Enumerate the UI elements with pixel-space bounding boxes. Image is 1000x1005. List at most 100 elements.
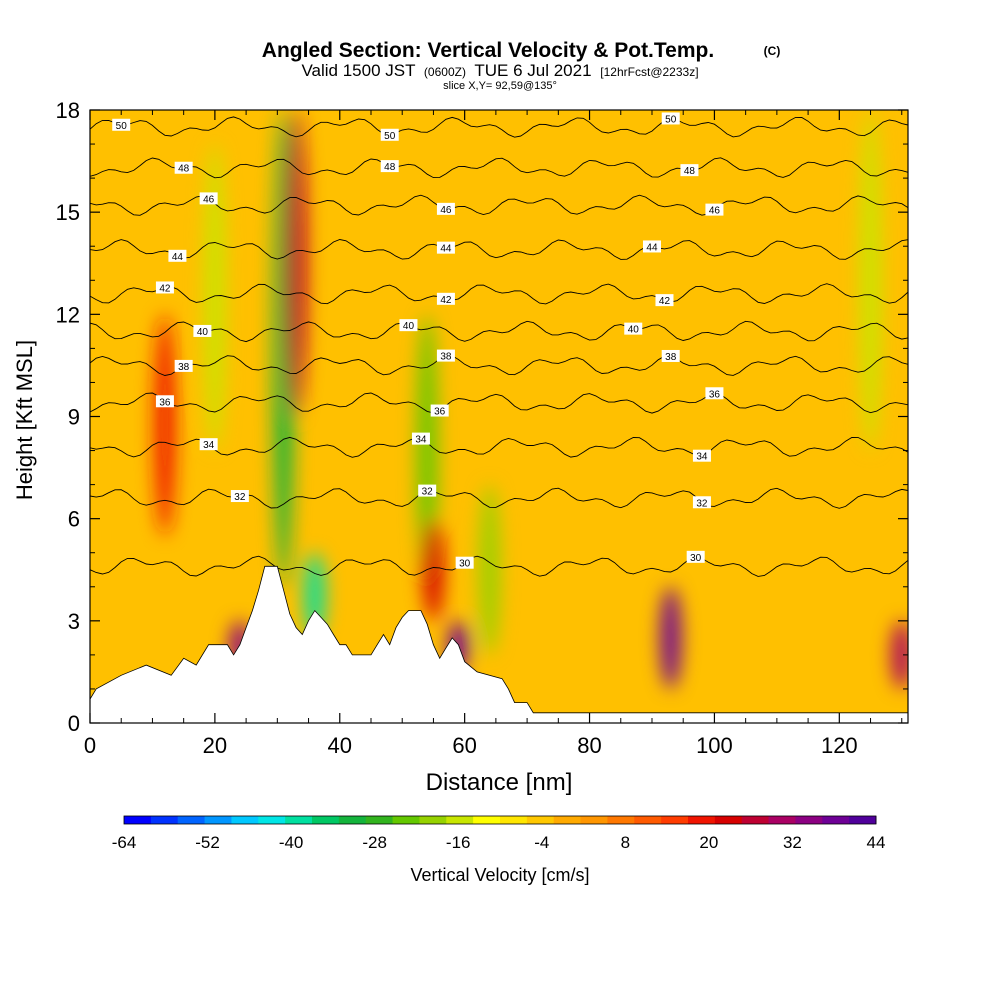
colorbar-tick-label: 20 [699,833,718,852]
contour-label-36: 36 [159,397,171,408]
colorbar-tick-label: -64 [112,833,137,852]
subtitle-forecast: [12hrFcst@2233z] [600,65,698,79]
contour-label-bg [692,496,711,509]
contour-label-38: 38 [665,352,677,363]
contour-label-34: 34 [696,452,708,463]
contour-label-50: 50 [665,114,677,125]
colorbar-swatch [500,816,528,824]
contour-line-34 [90,436,908,458]
colorbar-swatch [553,816,582,824]
contour-label-bg [399,319,418,332]
contour-label-bg [168,249,187,262]
velocity-feature-4 [285,110,308,417]
x-tick-label: 60 [452,733,476,758]
colorbar-frame [123,815,877,825]
x-tick-label: 40 [328,733,352,758]
velocity-feature-10 [659,586,682,689]
contour-label-bg [436,202,455,215]
contour-label-bg [661,349,680,362]
contour-label-46: 46 [709,206,721,217]
contour-labels: 30 30 32 32 32 34 34 34 36 36 36 38 38 38 40 40 40 42 42 42… [112,112,724,570]
y-tick-label: 3 [68,609,80,634]
contour-label-30: 30 [690,553,702,564]
contour-label-44: 44 [440,244,452,255]
contour-label-bg [155,281,174,294]
contour-label-bg [193,324,212,337]
contour-label-bg [430,404,449,417]
contour-label-bg [705,203,724,216]
contour-label-bg [661,112,680,125]
contour-label-32: 32 [234,492,246,503]
contour-line-32 [90,487,908,509]
plot-area: 30 30 32 32 32 34 34 34 36 36 36 38 38 38 40 40 40 42 42 42… [90,110,908,723]
colorbar-tick-label: -40 [279,833,304,852]
colorbar-swatch [365,816,394,824]
velocity-feature-0 [153,314,176,536]
velocity-feature-12 [890,620,908,689]
x-tick-label: 80 [577,733,601,758]
colorbar-swatch [849,816,877,824]
contour-label-bg [692,449,711,462]
colorbar-swatch [446,816,474,824]
contour-label-bg [680,164,699,177]
contour-label-bg [705,387,724,400]
colorbar-swatch [231,816,259,824]
colorbar-swatch [661,816,689,824]
colorbar-swatch [795,816,823,824]
contour-label-bg [624,322,643,335]
y-axis-label: Height [Kft MSL] [12,340,37,500]
colorbar-label: Vertical Velocity [cm/s] [410,865,589,885]
colorbar-swatch [258,816,286,824]
colorbar-swatch [392,816,420,824]
velocity-feature-9 [478,484,501,655]
contour-label-48: 48 [684,166,696,177]
y-tick-label: 15 [56,200,80,225]
contour-label-40: 40 [403,321,415,332]
contour-label-46: 46 [440,205,452,216]
title-unit: (C) [764,44,781,58]
velocity-field-background [90,110,908,723]
contour-label-48: 48 [178,164,190,175]
colorbar-swatch [473,816,501,824]
contour-label-48: 48 [384,162,396,173]
contour-label-44: 44 [646,242,658,253]
contour-line-36 [90,392,908,414]
contour-label-bg [686,550,705,563]
contour-label-32: 32 [696,498,708,509]
contour-label-bg [199,438,218,451]
y-tick-label: 12 [56,302,80,327]
contour-label-30: 30 [459,559,471,570]
contour-label-bg [436,349,455,362]
contour-label-bg [199,192,218,205]
contour-label-32: 32 [422,487,434,498]
contour-label-38: 38 [178,362,190,373]
contour-line-44 [90,239,908,260]
contour-label-40: 40 [197,327,209,338]
contour-label-34: 34 [203,440,215,451]
subtitle-valid: Valid 1500 JST [301,61,415,80]
contour-label-bg [411,432,430,445]
y-tick-label: 0 [68,711,80,736]
contour-line-48 [90,157,908,179]
colorbar: -64 -52 -40 -28 -16 -4 8 20 32 44 [112,815,885,852]
contour-label-bg [174,359,193,372]
contour-label-46: 46 [203,194,215,205]
contour-label-50: 50 [116,121,128,132]
colorbar-swatch [150,816,179,824]
contour-label-36: 36 [434,407,446,418]
colorbar-swatch [285,816,313,824]
colorbar-tick-label: 8 [621,833,630,852]
colorbar-swatch [580,816,608,824]
chart-subtitle: Valid 1500 JST (0600Z) TUE 6 Jul 2021 [1… [301,61,698,80]
colorbar-swatch [338,816,367,824]
y-tick-label: 18 [56,98,80,123]
x-tick-label: 20 [203,733,227,758]
contour-line-30 [90,555,908,577]
velocity-feature-11 [859,110,882,451]
contour-label-38: 38 [440,352,452,363]
contour-label-bg [436,292,455,305]
colorbar-swatch [607,816,635,824]
contour-label-bg [455,556,474,569]
colorbar-swatch [822,816,850,824]
